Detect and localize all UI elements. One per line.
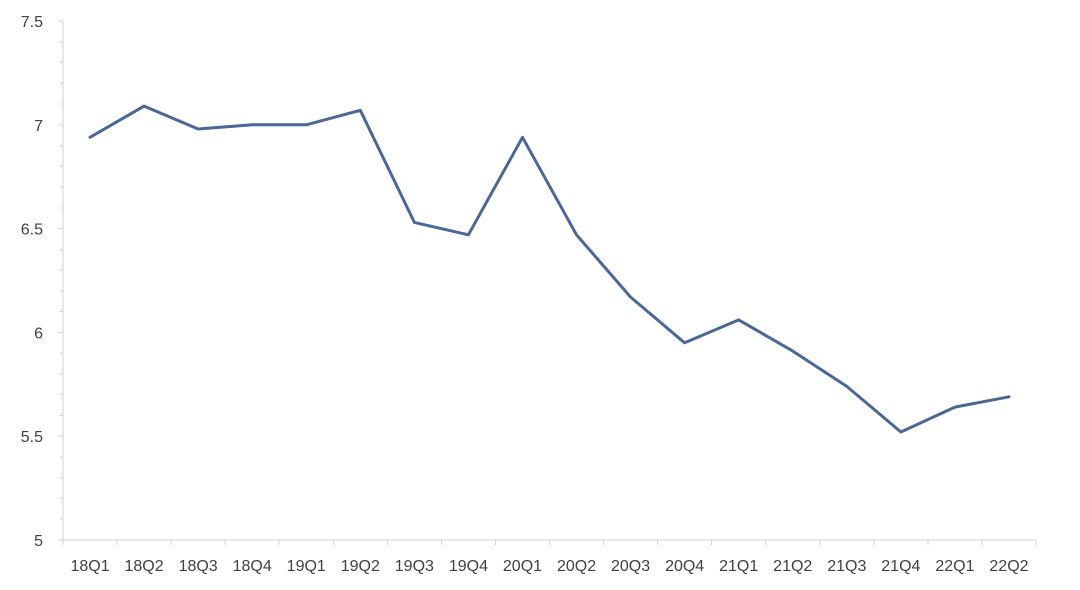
series-layer — [88, 104, 1011, 434]
x-tick-label: 18Q2 — [125, 558, 164, 575]
y-tick-label: 7 — [34, 118, 43, 135]
x-tick-label: 22Q1 — [935, 558, 974, 575]
y-tick-label: 6.5 — [21, 222, 43, 239]
y-tick-label: 7.5 — [21, 14, 43, 31]
series-line — [88, 104, 1011, 434]
x-tick-label: 19Q4 — [449, 558, 488, 575]
x-tick-label: 21Q3 — [827, 558, 866, 575]
x-tick-label: 21Q2 — [773, 558, 812, 575]
x-tick-label: 20Q4 — [665, 558, 704, 575]
x-tick-label: 19Q3 — [395, 558, 434, 575]
x-tick-label: 20Q1 — [503, 558, 542, 575]
y-tick-label: 5 — [34, 533, 43, 550]
x-tick-label: 18Q1 — [70, 558, 109, 575]
x-tick-label: 21Q1 — [719, 558, 758, 575]
x-tick-label: 18Q3 — [179, 558, 218, 575]
x-axis-ticks: 18Q1 18Q2 18Q3 18Q4 19Q1 19Q2 19Q3 19Q4 20Q1 20Q2… — [62, 540, 1037, 575]
x-tick-label: 19Q2 — [341, 558, 380, 575]
x-tick-label: 18Q4 — [233, 558, 272, 575]
y-tick-label: 5.5 — [21, 429, 43, 446]
x-tick-label: 20Q3 — [611, 558, 650, 575]
x-tick-label: 20Q2 — [557, 558, 596, 575]
y-axis-ticks: 5 5.5 6 6.5 7 7.5 — [21, 14, 63, 550]
x-tick-label: 22Q2 — [989, 558, 1028, 575]
x-tick-label: 19Q1 — [287, 558, 326, 575]
y-tick-label: 6 — [34, 325, 43, 342]
x-tick-label: 21Q4 — [881, 558, 920, 575]
